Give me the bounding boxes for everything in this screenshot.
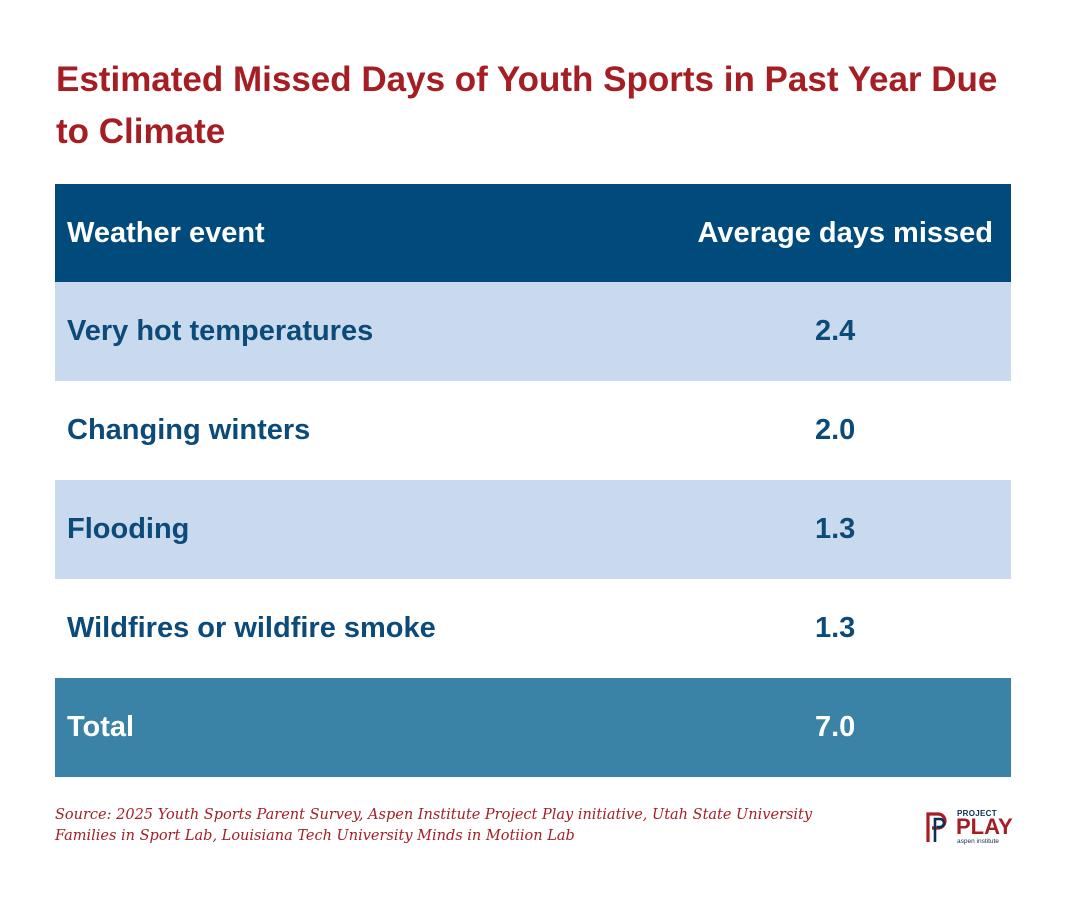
total-label: Total [67,711,135,743]
row-days-value: 1.3 [815,612,856,644]
source-line-1: Source: 2025 Youth Sports Parent Survey,… [55,807,813,823]
project-play-logo-icon [926,812,947,842]
data-table: Weather event Average days missed Very h… [55,184,1011,777]
row-event-label: Very hot temperatures [67,315,374,347]
project-play-logo: PROJECT PLAY aspen institute [926,808,1016,848]
table-row: Flooding 1.3 [55,480,1011,579]
logo-project-text: PROJECT [957,809,997,818]
row-event-label: Changing winters [67,414,311,446]
source-note: Source: 2025 Youth Sports Parent Survey,… [55,805,815,847]
table-row: Very hot temperatures 2.4 [55,282,1011,381]
logo-play-text: PLAY [956,814,1013,839]
row-event-label: Wildfires or wildfire smoke [67,612,436,644]
column-header-average-days: Average days missed [697,216,993,249]
chart-title: Estimated Missed Days of Youth Sports in… [56,60,998,151]
table-header-row: Weather event Average days missed [55,184,1011,282]
table-total-row: Total 7.0 [55,678,1011,777]
source-line-2: Families in Sport Lab, Louisiana Tech Un… [55,828,575,844]
row-days-value: 1.3 [815,513,856,545]
logo-aspen-text: aspen institute [957,838,999,845]
table-row: Wildfires or wildfire smoke 1.3 [55,579,1011,678]
row-event-label: Flooding [67,513,190,545]
column-header-weather-event: Weather event [67,216,265,249]
total-value: 7.0 [815,711,856,743]
table-row: Changing winters 2.0 [55,381,1011,480]
row-days-value: 2.0 [815,414,856,446]
row-days-value: 2.4 [815,315,856,347]
